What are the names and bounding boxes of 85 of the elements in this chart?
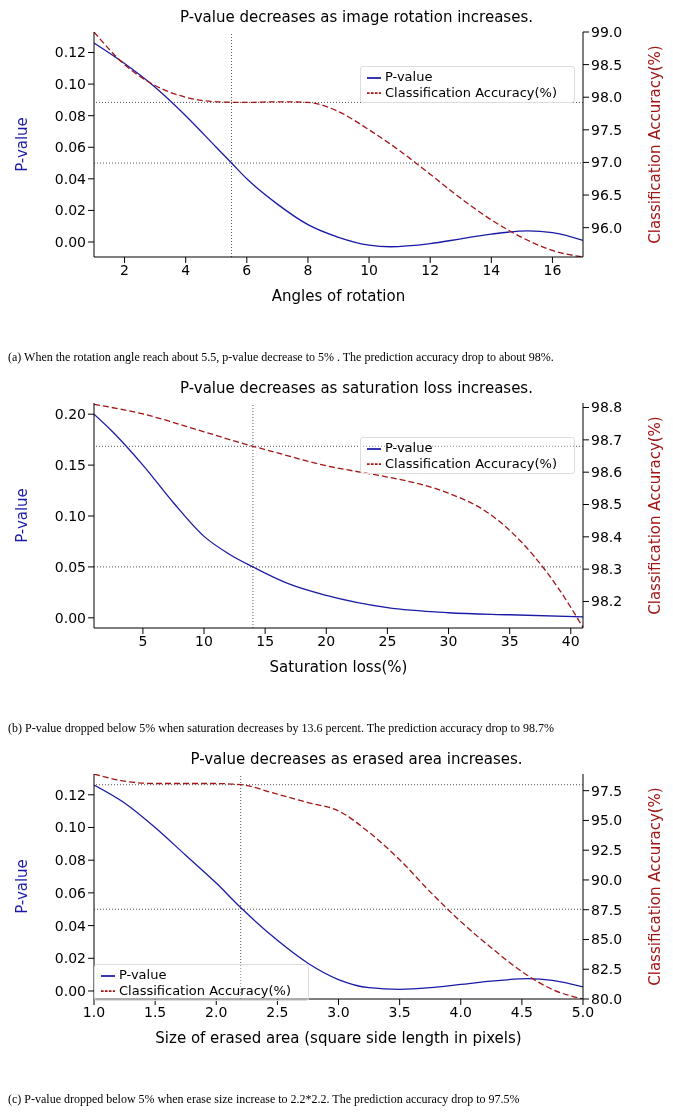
x-tick-label: 15 [256, 632, 275, 649]
text: (c) P-value dropped below 5% when erase size increase to 2.2*2.2. The prediction accuracy drop to 97.5% [8, 1092, 521, 1107]
x-tick-label: 8 [303, 261, 313, 278]
x-tick-label: 40 [561, 632, 580, 649]
y2-axis-title: Classification Accuracy(%) [646, 787, 665, 986]
chart-title: P-value decreases as image rotation increases. [179, 8, 533, 26]
legend-label: Classification Accuracy(%) [385, 84, 557, 100]
y-tick-label: 0.04 [54, 170, 87, 187]
legend-label: Classification Accuracy(%) [119, 982, 291, 998]
x-tick-label: 5 [138, 632, 148, 649]
x-tick-label: 2.5 [266, 1003, 289, 1020]
y2-tick-label: 98.8 [591, 399, 623, 416]
x-tick-label: 2 [120, 261, 130, 278]
y-tick-label: 0.12 [54, 44, 86, 61]
y2-tick-label: 98.2 [591, 593, 623, 610]
y2-tick-label: 90.0 [591, 871, 623, 888]
x-tick-label: 2.0 [205, 1003, 228, 1020]
y2-tick-label: 85.0 [591, 931, 623, 948]
y-tick-label: 0.20 [54, 406, 86, 423]
y2-tick-label: 98.5 [591, 496, 623, 513]
x-tick-label: 25 [378, 632, 397, 649]
y2-tick-label: 82.5 [591, 961, 623, 978]
chart-title: P-value decreases as saturation loss increases. [179, 379, 534, 397]
y-tick-label: 0.15 [54, 457, 86, 474]
text: (a) When the rotation angle reach about 5.5, p-value decrease to 5% . The prediction accuracy drop to about 98%. [8, 350, 555, 365]
y2-tick-label: 96.5 [591, 187, 623, 204]
x-tick-label: 12 [421, 261, 440, 278]
y-axis-title: P-value [13, 859, 32, 914]
x-axis-title: Size of erased area (square side length in pixels) [155, 1029, 522, 1047]
x-tick-label: 4.0 [449, 1003, 472, 1020]
legend-label: P-value [119, 967, 167, 982]
y-tick-label: 0.06 [54, 884, 87, 901]
y-tick-label: 0.12 [54, 786, 86, 803]
y2-tick-label: 97.5 [591, 782, 623, 799]
x-tick-label: 14 [482, 261, 501, 278]
x-tick-label: 10 [360, 261, 378, 278]
y2-axis-title: Classification Accuracy(%) [646, 416, 665, 615]
y-tick-label: 0.08 [54, 107, 86, 124]
y-tick-label: 0.10 [54, 819, 86, 836]
legend-label: P-value [385, 440, 433, 455]
x-tick-label: 6 [242, 261, 252, 278]
x-tick-label: 1.5 [143, 1003, 167, 1020]
x-tick-label: 1.0 [82, 1003, 106, 1020]
y2-tick-label: 97.5 [591, 121, 623, 138]
y-tick-label: 0.04 [54, 917, 87, 934]
y2-tick-label: 98.4 [591, 528, 623, 545]
y2-tick-label: 97.0 [591, 154, 623, 171]
x-tick-label: 20 [317, 632, 336, 649]
x-axis-title: Saturation loss(%) [269, 658, 408, 676]
legend-label: Classification Accuracy(%) [385, 455, 557, 471]
legend-label: P-value [385, 69, 433, 84]
y-tick-label: 0.02 [54, 202, 86, 219]
x-tick-label: 4.5 [510, 1003, 534, 1020]
y-axis-title: P-value [13, 117, 32, 172]
y2-tick-label: 96.0 [591, 219, 623, 236]
y-tick-label: 0.02 [54, 950, 86, 967]
y2-tick-label: 98.5 [591, 56, 623, 73]
y-tick-label: 0.00 [54, 233, 86, 250]
chart-title: P-value decreases as erased area increases. [189, 750, 524, 768]
y-tick-label: 0.10 [54, 507, 86, 524]
y-tick-label: 0.10 [54, 76, 86, 93]
y2-tick-label: 98.7 [591, 431, 623, 448]
x-tick-label: 35 [500, 632, 519, 649]
y-tick-label: 0.06 [54, 139, 87, 156]
y-axis-title: P-value [13, 488, 32, 543]
x-axis-title: Angles of rotation [271, 287, 406, 305]
x-tick-label: 4 [181, 261, 191, 278]
y2-tick-label: 95.0 [591, 812, 623, 829]
text: (b) P-value dropped below 5% when saturation decreases by 13.6 percent. The prediction accuracy drop to 98.7% [8, 721, 555, 736]
x-tick-label: 10 [195, 632, 213, 649]
y-tick-label: 0.05 [54, 558, 86, 575]
y2-tick-label: 98.3 [591, 561, 623, 578]
y-tick-label: 0.08 [54, 852, 86, 869]
y2-tick-label: 98.6 [591, 464, 623, 481]
y-tick-label: 0.00 [54, 609, 86, 626]
y2-tick-label: 87.5 [591, 901, 623, 918]
y2-tick-label: 98.0 [591, 89, 623, 106]
y-tick-label: 0.00 [54, 982, 86, 999]
x-tick-label: 30 [439, 632, 458, 649]
y2-tick-label: 92.5 [591, 842, 623, 859]
x-tick-label: 3.5 [388, 1003, 411, 1020]
x-tick-label: 3.0 [327, 1003, 350, 1020]
y2-axis-title: Classification Accuracy(%) [646, 45, 665, 244]
x-tick-label: 16 [543, 261, 562, 278]
y2-tick-label: 99.0 [591, 23, 623, 40]
